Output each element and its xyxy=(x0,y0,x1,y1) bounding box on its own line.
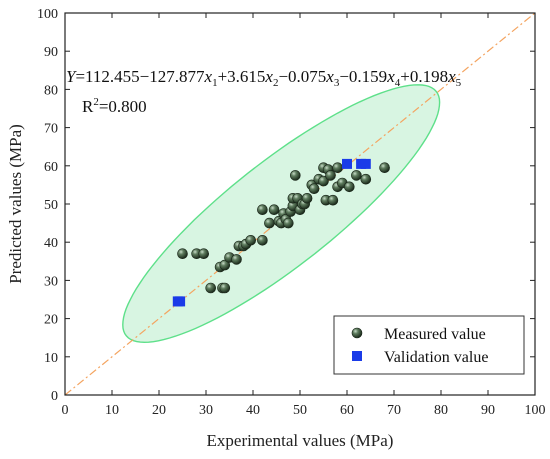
y-tick-label: 80 xyxy=(44,83,58,98)
y-tick-label: 0 xyxy=(51,389,58,404)
equation-x1: x xyxy=(204,67,213,86)
x-tick-label: 0 xyxy=(62,403,69,418)
x-tick-label: 40 xyxy=(246,403,260,418)
x-tick-label: 10 xyxy=(105,403,119,418)
y-axis-label: Predicted values (MPa) xyxy=(6,124,25,284)
measured-point xyxy=(219,259,231,271)
y-tick-label: 30 xyxy=(44,274,58,289)
measured-point xyxy=(282,217,294,229)
equation-constant: =112.455−127.877 xyxy=(75,67,205,86)
equation-x4: x xyxy=(386,67,395,86)
equation-sub1: 1 xyxy=(212,77,218,89)
equation-sub4: 4 xyxy=(395,77,401,89)
measured-point xyxy=(257,235,268,246)
x-tick-label: 30 xyxy=(199,403,213,418)
measured-point xyxy=(379,162,390,173)
measured-point xyxy=(257,204,268,215)
equation-term5: +0.198 xyxy=(400,67,448,86)
equation-y-var: Y xyxy=(66,67,77,86)
measured-point xyxy=(219,282,231,294)
y-tick-label: 70 xyxy=(44,122,58,137)
measured-point xyxy=(268,204,280,215)
measured-point xyxy=(177,248,188,259)
measured-point xyxy=(245,235,256,246)
y-tick-label: 50 xyxy=(44,198,58,213)
equation-term2: +3.615 xyxy=(218,67,266,86)
measured-point xyxy=(351,170,362,181)
measured-point xyxy=(301,193,313,204)
measured-point xyxy=(360,173,372,185)
y-tick-label: 40 xyxy=(44,236,58,251)
measured-point xyxy=(198,248,209,259)
legend-marker-validation xyxy=(352,351,362,361)
legend-label-validation: Validation value xyxy=(384,349,488,366)
measured-point xyxy=(327,194,339,206)
equation-sub2: 2 xyxy=(273,77,279,89)
regression-equation: Y=112.455−127.877x1+3.615x2−0.075x3−0.15… xyxy=(66,67,462,89)
x-tick-label: 90 xyxy=(481,403,495,418)
x-tick-label: 60 xyxy=(340,403,354,418)
reference-line xyxy=(64,12,536,396)
equation-x2: x xyxy=(264,67,273,86)
equation-x5: x xyxy=(447,67,456,86)
measured-point xyxy=(325,170,336,181)
y-tick-label: 10 xyxy=(44,351,58,366)
validation-point xyxy=(360,158,371,169)
r-squared: R2=0.800 xyxy=(82,96,147,116)
measured-point xyxy=(289,170,301,181)
legend-marker-measured xyxy=(351,327,363,339)
measured-point xyxy=(308,183,320,194)
y-tick-label: 60 xyxy=(44,160,58,175)
r-squared-value: =0.800 xyxy=(99,97,147,116)
x-tick-label: 80 xyxy=(434,403,448,418)
measured-point xyxy=(205,282,216,294)
equation-term4: −0.159 xyxy=(339,67,387,86)
measured-point xyxy=(264,217,275,229)
measured-point xyxy=(231,254,242,265)
r-squared-base: R xyxy=(82,97,94,116)
r-squared-sup: 2 xyxy=(93,96,99,108)
x-tick-label: 20 xyxy=(152,403,166,418)
measured-point xyxy=(318,175,329,187)
validation-point xyxy=(342,158,352,169)
measured-point xyxy=(332,162,343,173)
equation-sub3: 3 xyxy=(334,77,340,89)
y-tick-label: 90 xyxy=(44,45,58,60)
equation-sub5: 5 xyxy=(456,77,462,89)
validation-point xyxy=(175,296,186,307)
x-tick-label: 100 xyxy=(525,403,546,418)
y-tick-label: 100 xyxy=(37,7,58,22)
measured-point xyxy=(343,181,355,193)
equation-term3: −0.075 xyxy=(278,67,326,86)
equation-x3: x xyxy=(325,67,334,86)
x-tick-label: 70 xyxy=(387,403,401,418)
legend-box xyxy=(333,315,525,375)
y-tick-label: 20 xyxy=(44,313,58,328)
x-axis-label: Experimental values (MPa) xyxy=(207,431,394,450)
x-tick-label: 50 xyxy=(293,403,307,418)
legend: Measured value Validation value xyxy=(333,315,525,375)
legend-label-measured: Measured value xyxy=(384,326,486,343)
